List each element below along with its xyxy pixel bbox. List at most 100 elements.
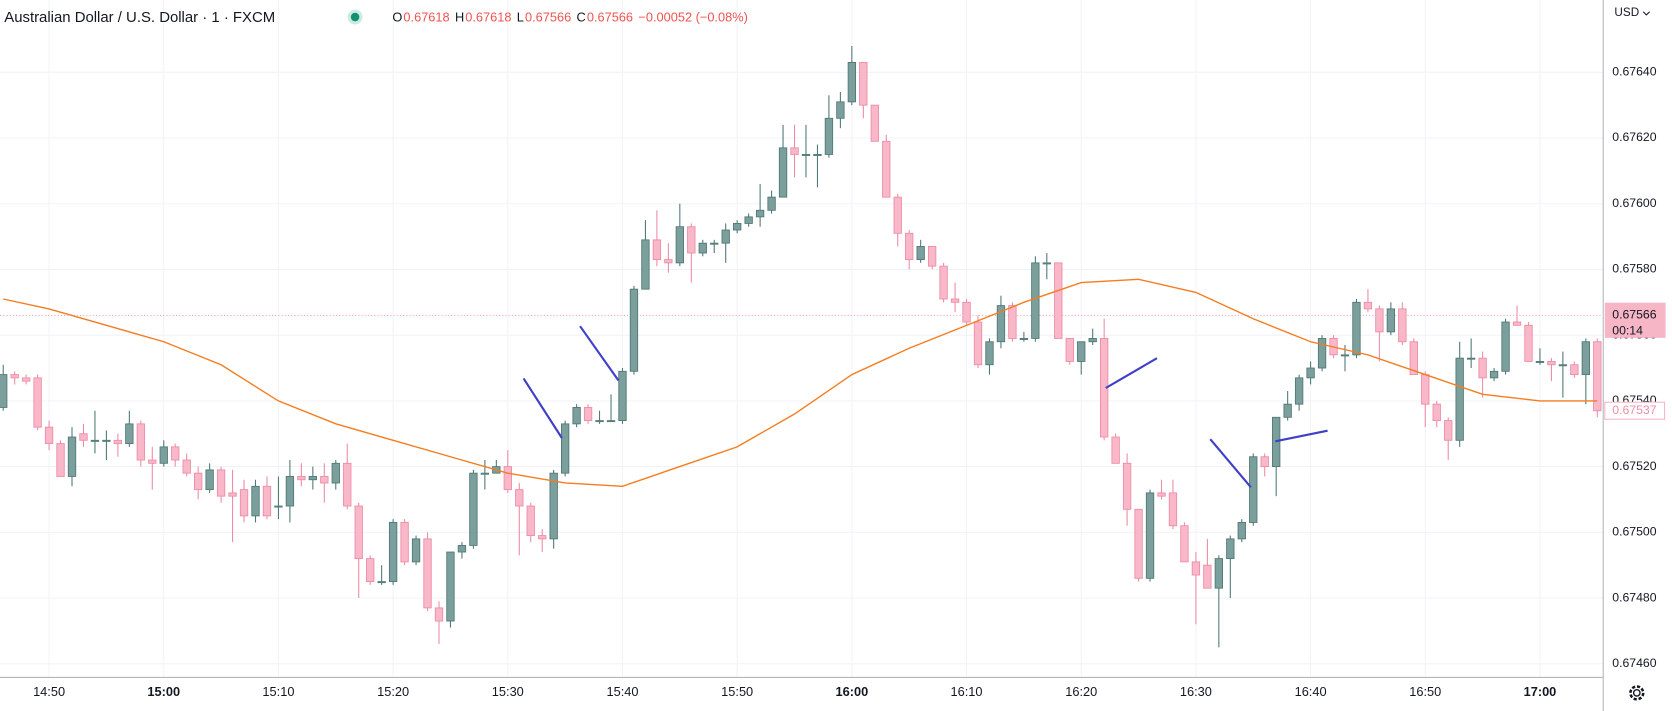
candle (102, 430, 111, 461)
candle (285, 460, 295, 523)
candle (205, 463, 214, 493)
candle-body (1249, 456, 1258, 523)
candle-body (1134, 508, 1143, 579)
trend-line[interactable] (1275, 429, 1328, 443)
y-tick-label: 0.67500 (1612, 525, 1656, 539)
candle (274, 476, 283, 520)
candle-body (1352, 301, 1361, 356)
trend-line[interactable] (1105, 357, 1158, 389)
candle-body (33, 377, 42, 428)
candle (297, 463, 306, 487)
candle (113, 433, 123, 457)
candle (1008, 302, 1017, 342)
candle (744, 213, 753, 227)
candle (1512, 305, 1522, 326)
candle-body (182, 459, 191, 474)
candle-body (1283, 403, 1292, 418)
candle-body (503, 466, 512, 491)
trend-line[interactable] (579, 325, 620, 382)
candle (469, 469, 478, 549)
ohlc-label: O (392, 9, 402, 24)
candle (1088, 328, 1097, 346)
candle-body (652, 239, 662, 261)
candle-body (171, 446, 180, 461)
candle (1054, 262, 1063, 339)
candle (1226, 535, 1235, 599)
candle (411, 535, 421, 566)
candle-body (606, 420, 616, 423)
candle (847, 46, 857, 106)
candle-body (320, 476, 329, 484)
candle-body (1478, 357, 1487, 379)
trend-line[interactable] (522, 377, 563, 439)
candle (480, 460, 490, 490)
candle-body (538, 535, 547, 540)
candle-body (10, 374, 19, 379)
candle (228, 469, 237, 543)
y-tick-label: 0.67520 (1612, 459, 1656, 473)
currency[interactable]: USD (1614, 6, 1639, 19)
candle (1375, 305, 1384, 362)
candle-body (836, 101, 845, 119)
candle (1363, 289, 1373, 313)
candle-body (1547, 361, 1556, 366)
trend-line[interactable] (1209, 438, 1252, 488)
ohlc-value: 0.67566 (587, 9, 633, 24)
settings-icon[interactable] (1629, 685, 1645, 701)
candle (824, 95, 834, 158)
candle-body (790, 147, 799, 155)
candle-body (515, 489, 524, 507)
candle (33, 374, 42, 431)
candle (939, 262, 948, 303)
gear-hub (1632, 688, 1641, 697)
candle-body (1203, 564, 1212, 589)
candle (652, 210, 662, 267)
candle (882, 134, 891, 198)
ma-price-tag (1604, 401, 1666, 420)
candle (538, 529, 547, 553)
candle-body (79, 433, 88, 441)
candle (1157, 479, 1166, 500)
candle (996, 295, 1006, 349)
candle (331, 460, 340, 490)
candle-body (641, 239, 650, 290)
candle (583, 404, 593, 424)
candle (893, 193, 902, 247)
candle (1398, 302, 1407, 346)
ohlc-value: 0.67618 (403, 9, 449, 24)
candle (595, 410, 604, 424)
change: −0.00052 (−0.08%) (638, 9, 747, 24)
candle (870, 104, 879, 142)
candle-body (1122, 462, 1132, 510)
candle (1134, 508, 1143, 582)
candle-body (1535, 361, 1545, 363)
ohlc-value: 0.67618 (465, 9, 511, 24)
candle (148, 446, 157, 490)
candle-body (434, 607, 444, 622)
candle (1317, 335, 1327, 372)
candle (388, 519, 398, 585)
candle (664, 243, 673, 273)
x-tick-label: 15:20 (377, 684, 409, 699)
candle (790, 124, 799, 178)
drawings (522, 325, 1328, 488)
candle (549, 469, 558, 549)
candle-body (423, 538, 432, 609)
candle-body (1306, 367, 1315, 379)
candle (503, 450, 512, 493)
candle-body (813, 154, 822, 156)
candle-body (1466, 357, 1476, 360)
candle-body (1317, 338, 1327, 369)
candle (606, 394, 616, 423)
candle-body (572, 407, 581, 425)
candle-body (377, 581, 386, 584)
moving-average (3, 278, 1598, 487)
candle (239, 479, 249, 523)
candle (859, 62, 868, 119)
candle (1283, 391, 1292, 421)
candle-body (1019, 338, 1029, 340)
status-dot[interactable] (350, 12, 360, 22)
candle (962, 299, 971, 326)
candle-body (595, 420, 604, 423)
